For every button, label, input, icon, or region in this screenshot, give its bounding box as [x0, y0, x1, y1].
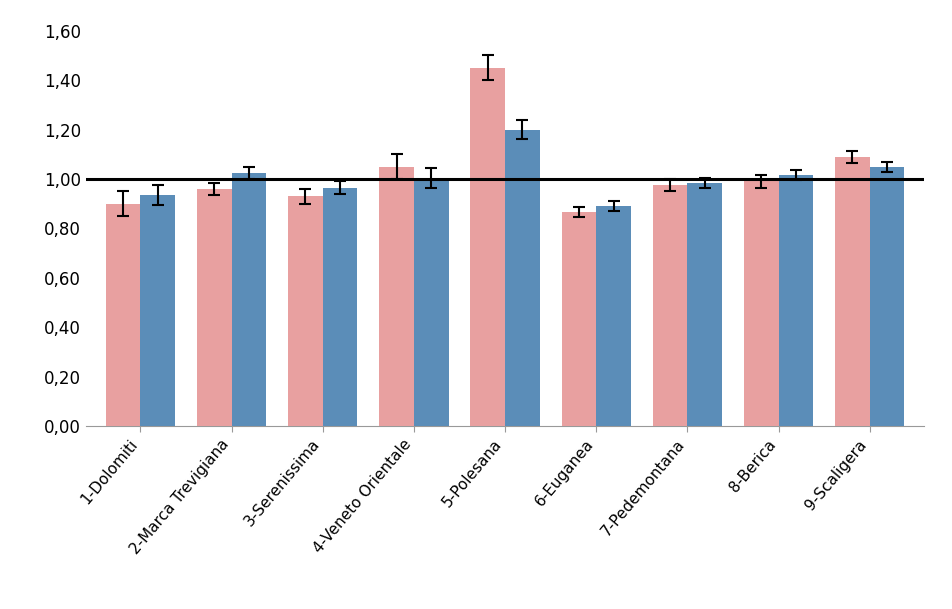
Bar	[231, 173, 266, 426]
Bar	[323, 188, 357, 426]
Bar	[505, 130, 539, 426]
Bar	[140, 195, 175, 426]
Bar	[197, 189, 231, 426]
Bar	[596, 206, 630, 426]
Bar	[413, 178, 448, 426]
Bar	[288, 196, 323, 426]
Bar	[686, 183, 722, 426]
Bar	[652, 185, 686, 426]
Bar	[106, 204, 140, 426]
Bar	[561, 213, 596, 426]
Bar	[379, 167, 413, 426]
Legend: Femmine, Maschi: Femmine, Maschi	[359, 607, 650, 609]
Bar	[778, 175, 812, 426]
Bar	[470, 68, 505, 426]
Bar	[744, 181, 778, 426]
Bar	[869, 167, 903, 426]
Bar	[834, 157, 869, 426]
